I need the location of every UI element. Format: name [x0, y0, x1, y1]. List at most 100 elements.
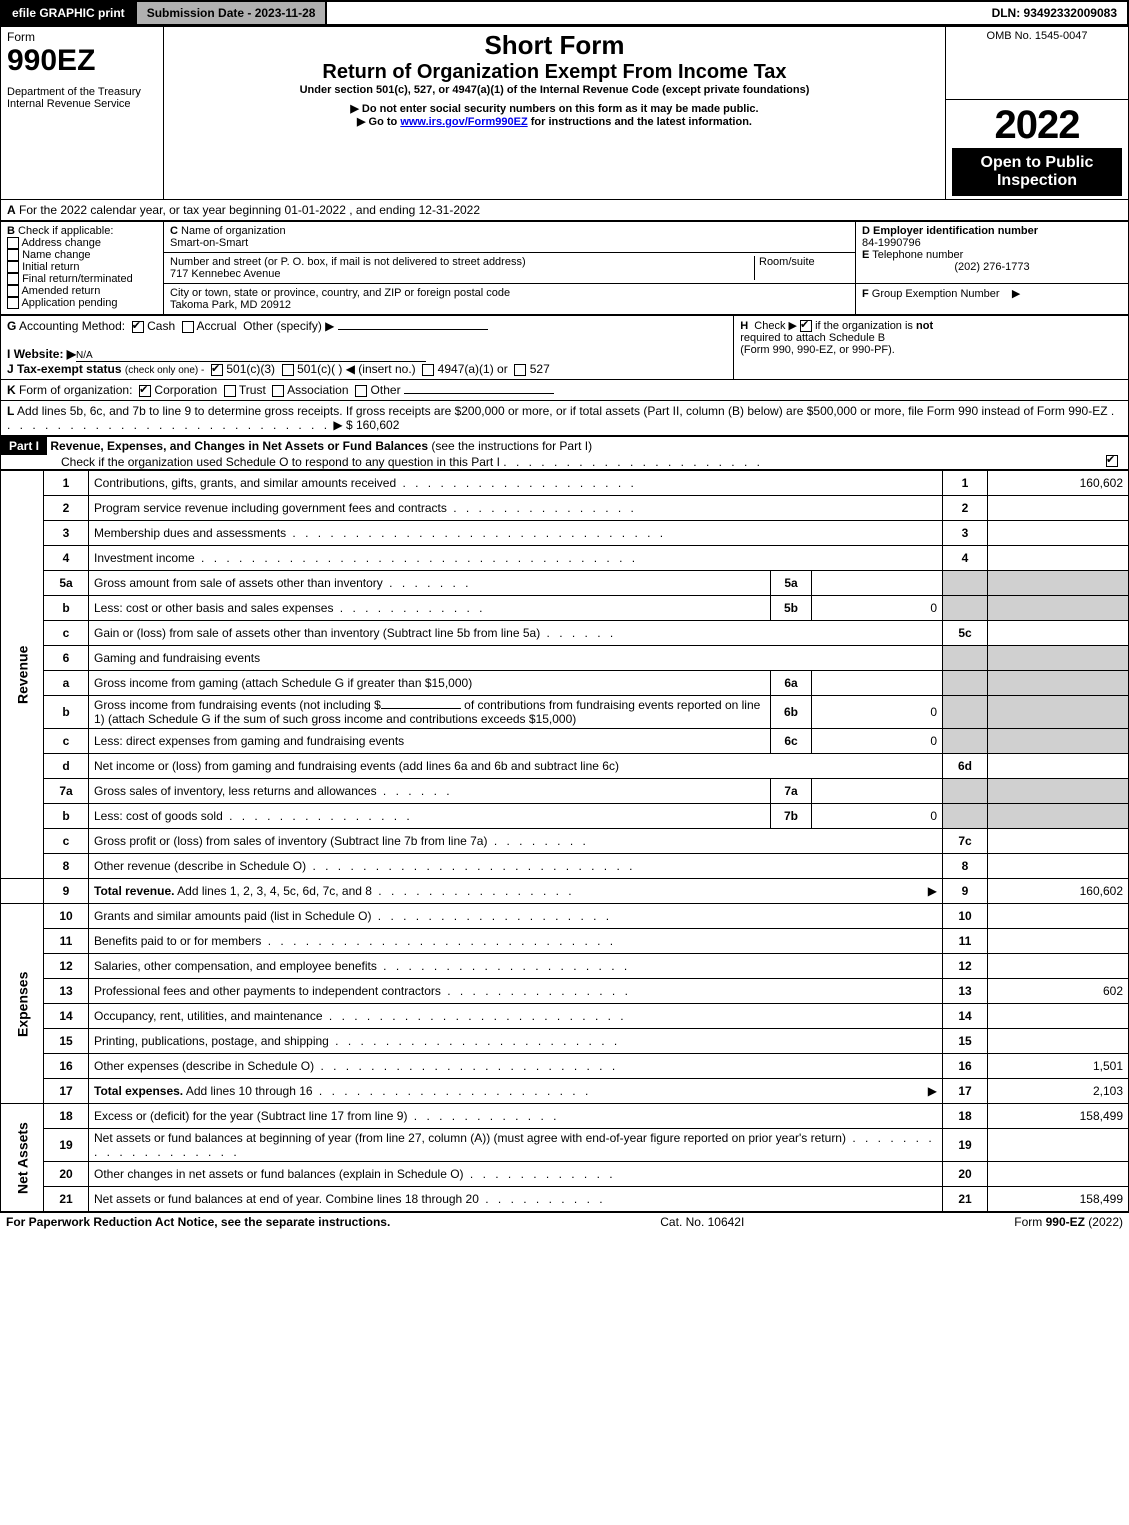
arrow-icon: ▶ [928, 884, 937, 898]
line-16-desc: Other expenses (describe in Schedule O) [94, 1059, 314, 1073]
h-text4: (Form 990, 990-EZ, or 990-PF). [740, 344, 895, 356]
chk-other-org[interactable] [355, 385, 367, 397]
line-1-num: 1 [44, 471, 89, 496]
line-6-num: 6 [44, 646, 89, 671]
gray-7b-val [988, 804, 1129, 829]
line-6a-subval [812, 671, 943, 696]
chk-accrual[interactable] [182, 321, 194, 333]
line-4-num: 4 [44, 546, 89, 571]
line-7b-num: b [44, 804, 89, 829]
line-8-box: 8 [943, 854, 988, 879]
label-b: B [7, 225, 15, 237]
lbl-final-return: Final return/terminated [22, 273, 133, 285]
line-7c-num: c [44, 829, 89, 854]
chk-trust[interactable] [224, 385, 236, 397]
gray-6b-val [988, 696, 1129, 729]
main-title: Return of Organization Exempt From Incom… [170, 61, 939, 84]
line-5c-box: 5c [943, 621, 988, 646]
line-15-desc: Printing, publications, postage, and shi… [94, 1034, 329, 1048]
line-16-val: 1,501 [988, 1054, 1129, 1079]
label-i: I [7, 347, 10, 361]
line-8-num: 8 [44, 854, 89, 879]
chk-amended-return[interactable] [7, 285, 19, 297]
line-5a-sublbl: 5a [771, 571, 812, 596]
line-19-val [988, 1129, 1129, 1162]
label-k: K [7, 383, 16, 397]
line-20-val [988, 1162, 1129, 1187]
chk-association[interactable] [272, 385, 284, 397]
other-specify-input[interactable] [338, 329, 488, 330]
line-1-val: 160,602 [988, 471, 1129, 496]
phone-heading: Telephone number [872, 249, 963, 261]
line-6a-sublbl: 6a [771, 671, 812, 696]
chk-application-pending[interactable] [7, 297, 19, 309]
line-14-val [988, 1004, 1129, 1029]
irs-link[interactable]: www.irs.gov/Form990EZ [400, 116, 527, 128]
note2-pre: ▶ Go to [357, 116, 400, 128]
chk-4947[interactable] [422, 364, 434, 376]
h-not: not [916, 320, 933, 332]
group-exemption-heading: Group Exemption Number [872, 288, 1000, 300]
arrow-f: ▶ [1012, 288, 1020, 300]
label-f: F [862, 288, 869, 300]
website-value: N/A [76, 350, 426, 362]
efile-print-button[interactable]: efile GRAPHIC print [2, 2, 137, 24]
label-g: G [7, 319, 16, 333]
chk-501c3[interactable] [211, 364, 223, 376]
line-18-val: 158,499 [988, 1104, 1129, 1129]
row-l-arrow: ▶ $ [333, 418, 352, 432]
gray-6-val [988, 646, 1129, 671]
lbl-other-org: Other [371, 383, 401, 397]
omb-number: OMB No. 1545-0047 [946, 27, 1129, 100]
gray-6a [943, 671, 988, 696]
footer-right-bold: 990-EZ [1046, 1215, 1085, 1229]
line-6b-blank[interactable] [381, 708, 461, 709]
note-goto: ▶ Go to www.irs.gov/Form990EZ for instru… [170, 115, 939, 128]
chk-527[interactable] [514, 364, 526, 376]
expenses-label: Expenses [1, 904, 44, 1104]
line-7c-desc: Gross profit or (loss) from sales of inv… [94, 834, 487, 848]
chk-501c[interactable] [282, 364, 294, 376]
line-12-val [988, 954, 1129, 979]
line-5c-val [988, 621, 1129, 646]
chk-name-change[interactable] [7, 249, 19, 261]
tax-year: 2022 [952, 103, 1122, 148]
lbl-501c: 501(c)( ) ◀ (insert no.) [297, 362, 416, 376]
label-l: L [7, 404, 14, 418]
org-name: Smart-on-Smart [170, 237, 248, 249]
form-number: 990EZ [7, 44, 157, 78]
tax-exempt-sub: (check only one) - [125, 365, 204, 376]
chk-initial-return[interactable] [7, 261, 19, 273]
chk-cash[interactable] [132, 321, 144, 333]
lbl-amended-return: Amended return [21, 285, 100, 297]
chk-schedule-o-part1[interactable] [1106, 455, 1118, 467]
form-org-heading: Form of organization: [19, 383, 132, 397]
line-21-box: 21 [943, 1187, 988, 1212]
line-6a-num: a [44, 671, 89, 696]
line-9-num: 9 [44, 879, 89, 904]
lines-table: Revenue 1 Contributions, gifts, grants, … [0, 470, 1129, 1212]
line-14-box: 14 [943, 1004, 988, 1029]
city-heading: City or town, state or province, country… [170, 287, 510, 299]
line-2-val [988, 496, 1129, 521]
line-4-val [988, 546, 1129, 571]
label-c: C [170, 225, 178, 237]
dln-number: DLN: 93492332009083 [982, 2, 1127, 24]
line-20-box: 20 [943, 1162, 988, 1187]
gray-6 [943, 646, 988, 671]
chk-schedule-b[interactable] [800, 320, 812, 332]
line-2-desc: Program service revenue including govern… [94, 501, 447, 515]
line-20-num: 20 [44, 1162, 89, 1187]
chk-final-return[interactable] [7, 273, 19, 285]
other-org-input[interactable] [404, 393, 554, 394]
chk-address-change[interactable] [7, 237, 19, 249]
line-6c-sublbl: 6c [771, 729, 812, 754]
line-9-val: 160,602 [988, 879, 1129, 904]
line-18-num: 18 [44, 1104, 89, 1129]
lbl-501c3: 501(c)(3) [226, 362, 275, 376]
label-a: A [7, 203, 16, 217]
line-19-desc: Net assets or fund balances at beginning… [94, 1131, 846, 1145]
chk-corporation[interactable] [139, 385, 151, 397]
check-applicable: Check if applicable: [18, 225, 113, 237]
name-heading: Name of organization [181, 225, 286, 237]
